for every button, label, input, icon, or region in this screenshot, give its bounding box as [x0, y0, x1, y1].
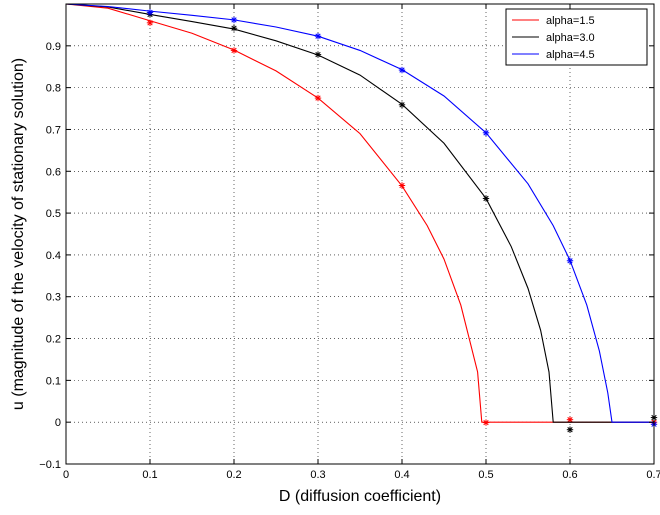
data-point-marker: [314, 94, 322, 102]
series-line: [65, 3, 654, 423]
legend-label: alpha=3.0: [546, 32, 595, 44]
data-point-marker: [230, 47, 238, 54]
series-line: [65, 3, 654, 423]
data-point-marker: [314, 33, 322, 40]
y-tick-label: 0.7: [46, 124, 61, 136]
data-point-marker: [146, 9, 154, 16]
x-tick-label: 0.3: [310, 469, 325, 481]
grid-lines: [66, 4, 654, 464]
x-tick-label: 0.5: [478, 469, 493, 481]
series-0: [65, 3, 658, 426]
y-tick-label: 0.4: [46, 250, 61, 262]
series-line: [65, 3, 654, 423]
x-tick-label: 0.2: [226, 469, 241, 481]
legend-label: alpha=4.5: [546, 49, 595, 61]
x-tick-label: 0.7: [646, 469, 660, 481]
axis-ticks: 0 0.1 0.2 0.3 0.4 0.5 0.6 0.7−0.100.10.20.30.40…: [39, 4, 660, 481]
data-point-marker: [398, 66, 406, 74]
data-point-marker: [566, 426, 574, 433]
data-point-marker: [482, 129, 490, 136]
legend: alpha=1.5 alpha=3.0 alpha=4.5: [505, 8, 648, 66]
x-axis-title: D (diffusion coefficient): [279, 488, 441, 505]
x-tick-label: 0.6: [562, 469, 577, 481]
y-tick-label: 0.6: [46, 166, 61, 178]
data-point-marker: [482, 195, 490, 202]
series-layer: [65, 3, 658, 433]
data-point-marker: [482, 419, 490, 426]
plot-frame: [65, 3, 655, 465]
y-axis-title: u (magnitude of the velocity of stationa…: [10, 58, 27, 410]
x-tick-label: 0: [63, 469, 69, 481]
y-tick-label: −0.1: [39, 459, 61, 471]
data-point-marker: [230, 25, 238, 32]
data-point-marker: [398, 101, 406, 108]
y-tick-label: 0.9: [46, 41, 61, 53]
y-tick-label: 0: [55, 417, 61, 429]
data-point-marker: [566, 257, 574, 264]
data-point-marker: [314, 51, 322, 58]
x-tick-label: 0.1: [142, 469, 157, 481]
data-point-marker: [398, 182, 406, 189]
data-point-marker: [230, 16, 238, 24]
series-1: [65, 3, 658, 433]
y-tick-label: 0.2: [46, 334, 61, 346]
y-tick-label: 0.3: [46, 292, 61, 304]
y-tick-label: 0.5: [46, 208, 61, 220]
series-2: [65, 3, 658, 428]
y-tick-label: 0.1: [46, 375, 61, 387]
data-point-marker: [146, 19, 154, 27]
legend-label: alpha=1.5: [546, 15, 595, 27]
y-tick-label: 0.8: [46, 83, 61, 95]
x-tick-label: 0.4: [394, 469, 409, 481]
